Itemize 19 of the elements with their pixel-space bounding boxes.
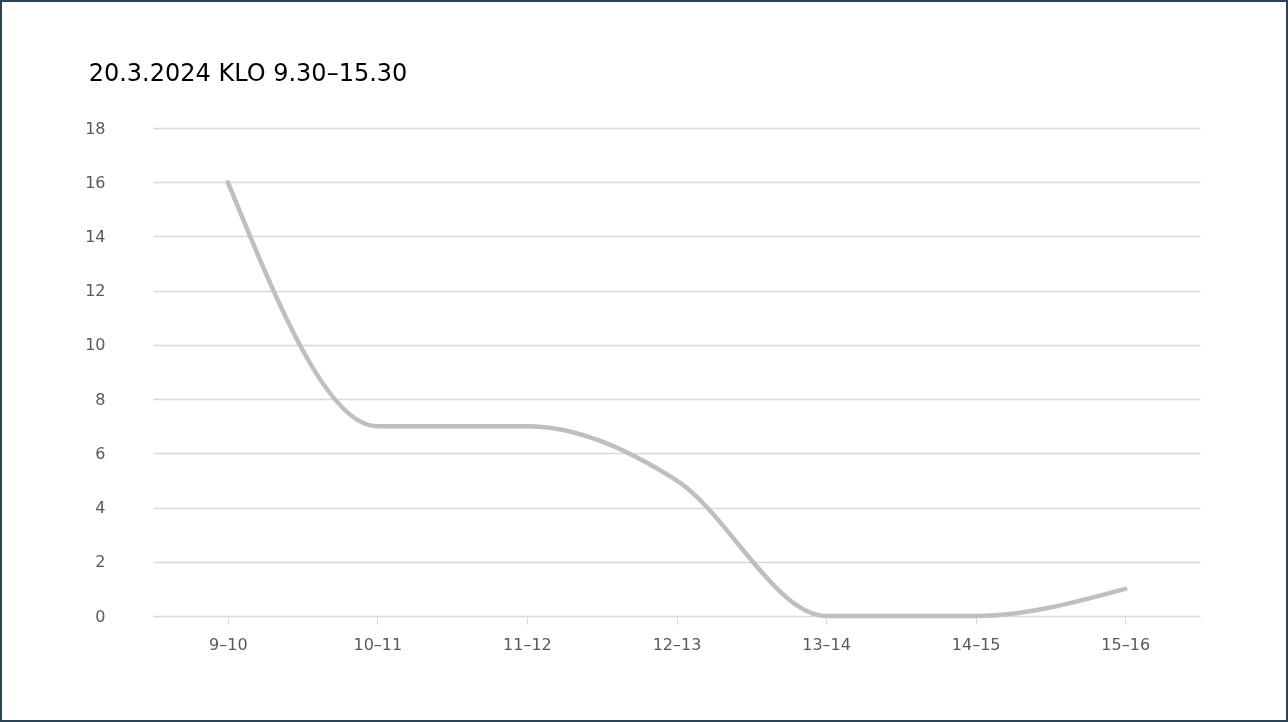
x-tick-label: 15–16 [1101,634,1151,654]
x-tick-label: 11–12 [503,634,552,654]
y-tick-label: 14 [85,226,106,246]
y-tick-label: 8 [95,389,106,409]
x-tick-label: 13–14 [802,634,851,654]
y-tick-label: 12 [85,281,106,301]
line-series [225,179,1128,619]
y-tick-label: 2 [95,552,106,572]
x-tick-label: 10–11 [353,634,403,654]
chart-title: 20.3.2024 KLO 9.30–15.30 [88,59,408,87]
x-tick-label: 14–15 [951,634,1001,654]
y-tick-label: 16 [85,172,106,192]
y-tick-label: 4 [95,498,106,518]
y-tick-label: 6 [95,443,106,463]
y-tick-label: 0 [95,606,106,626]
y-tick-label: 18 [85,118,106,138]
x-tick-label: 12–13 [652,634,702,654]
x-tick-label: 9–10 [209,634,248,654]
y-tick-label: 10 [85,335,106,355]
